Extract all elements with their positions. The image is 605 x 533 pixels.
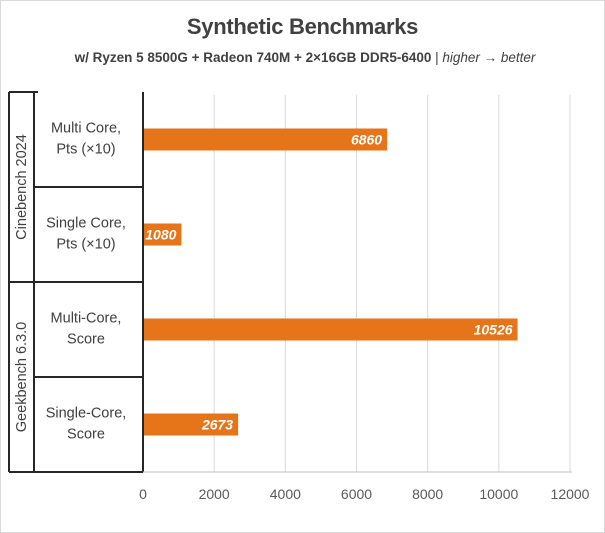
subtitle-main: w/ Ryzen 5 8500G + Radeon 740M + 2×16GB … (74, 50, 432, 65)
x-tick-label: 8000 (412, 486, 443, 502)
chart-title: Synthetic Benchmarks (186, 14, 419, 39)
group-label: Cinebench 2024 (14, 134, 30, 240)
data-label: 2673 (201, 417, 233, 433)
category-label: Single-Core, Score (46, 406, 127, 443)
bar (143, 223, 182, 246)
data-label: 6860 (351, 132, 382, 148)
x-tick-label: 2000 (199, 486, 230, 502)
x-tick-label: 6000 (341, 486, 372, 502)
chart-subtitle: w/ Ryzen 5 8500G + Radeon 740M + 2×16GB … (60, 48, 550, 68)
subtitle-note: higher → better (442, 50, 536, 65)
subtitle-separator: | (431, 50, 443, 65)
category-label: Single Core, Pts (×10) (46, 216, 126, 253)
category-label: Multi-Core, Score (51, 311, 122, 348)
x-tick-label: 10000 (479, 486, 518, 502)
x-tick-label: 0 (139, 486, 147, 502)
bar (143, 413, 239, 436)
bar (143, 318, 518, 341)
x-tick-label: 4000 (270, 486, 301, 502)
data-label: 10526 (474, 322, 513, 338)
group-label: Geekbench 6.3.0 (14, 322, 30, 432)
x-tick-label: 12000 (551, 486, 590, 502)
bar (143, 128, 388, 151)
data-label: 1080 (145, 227, 176, 243)
category-label: Multi Core, Pts (×10) (51, 121, 121, 158)
